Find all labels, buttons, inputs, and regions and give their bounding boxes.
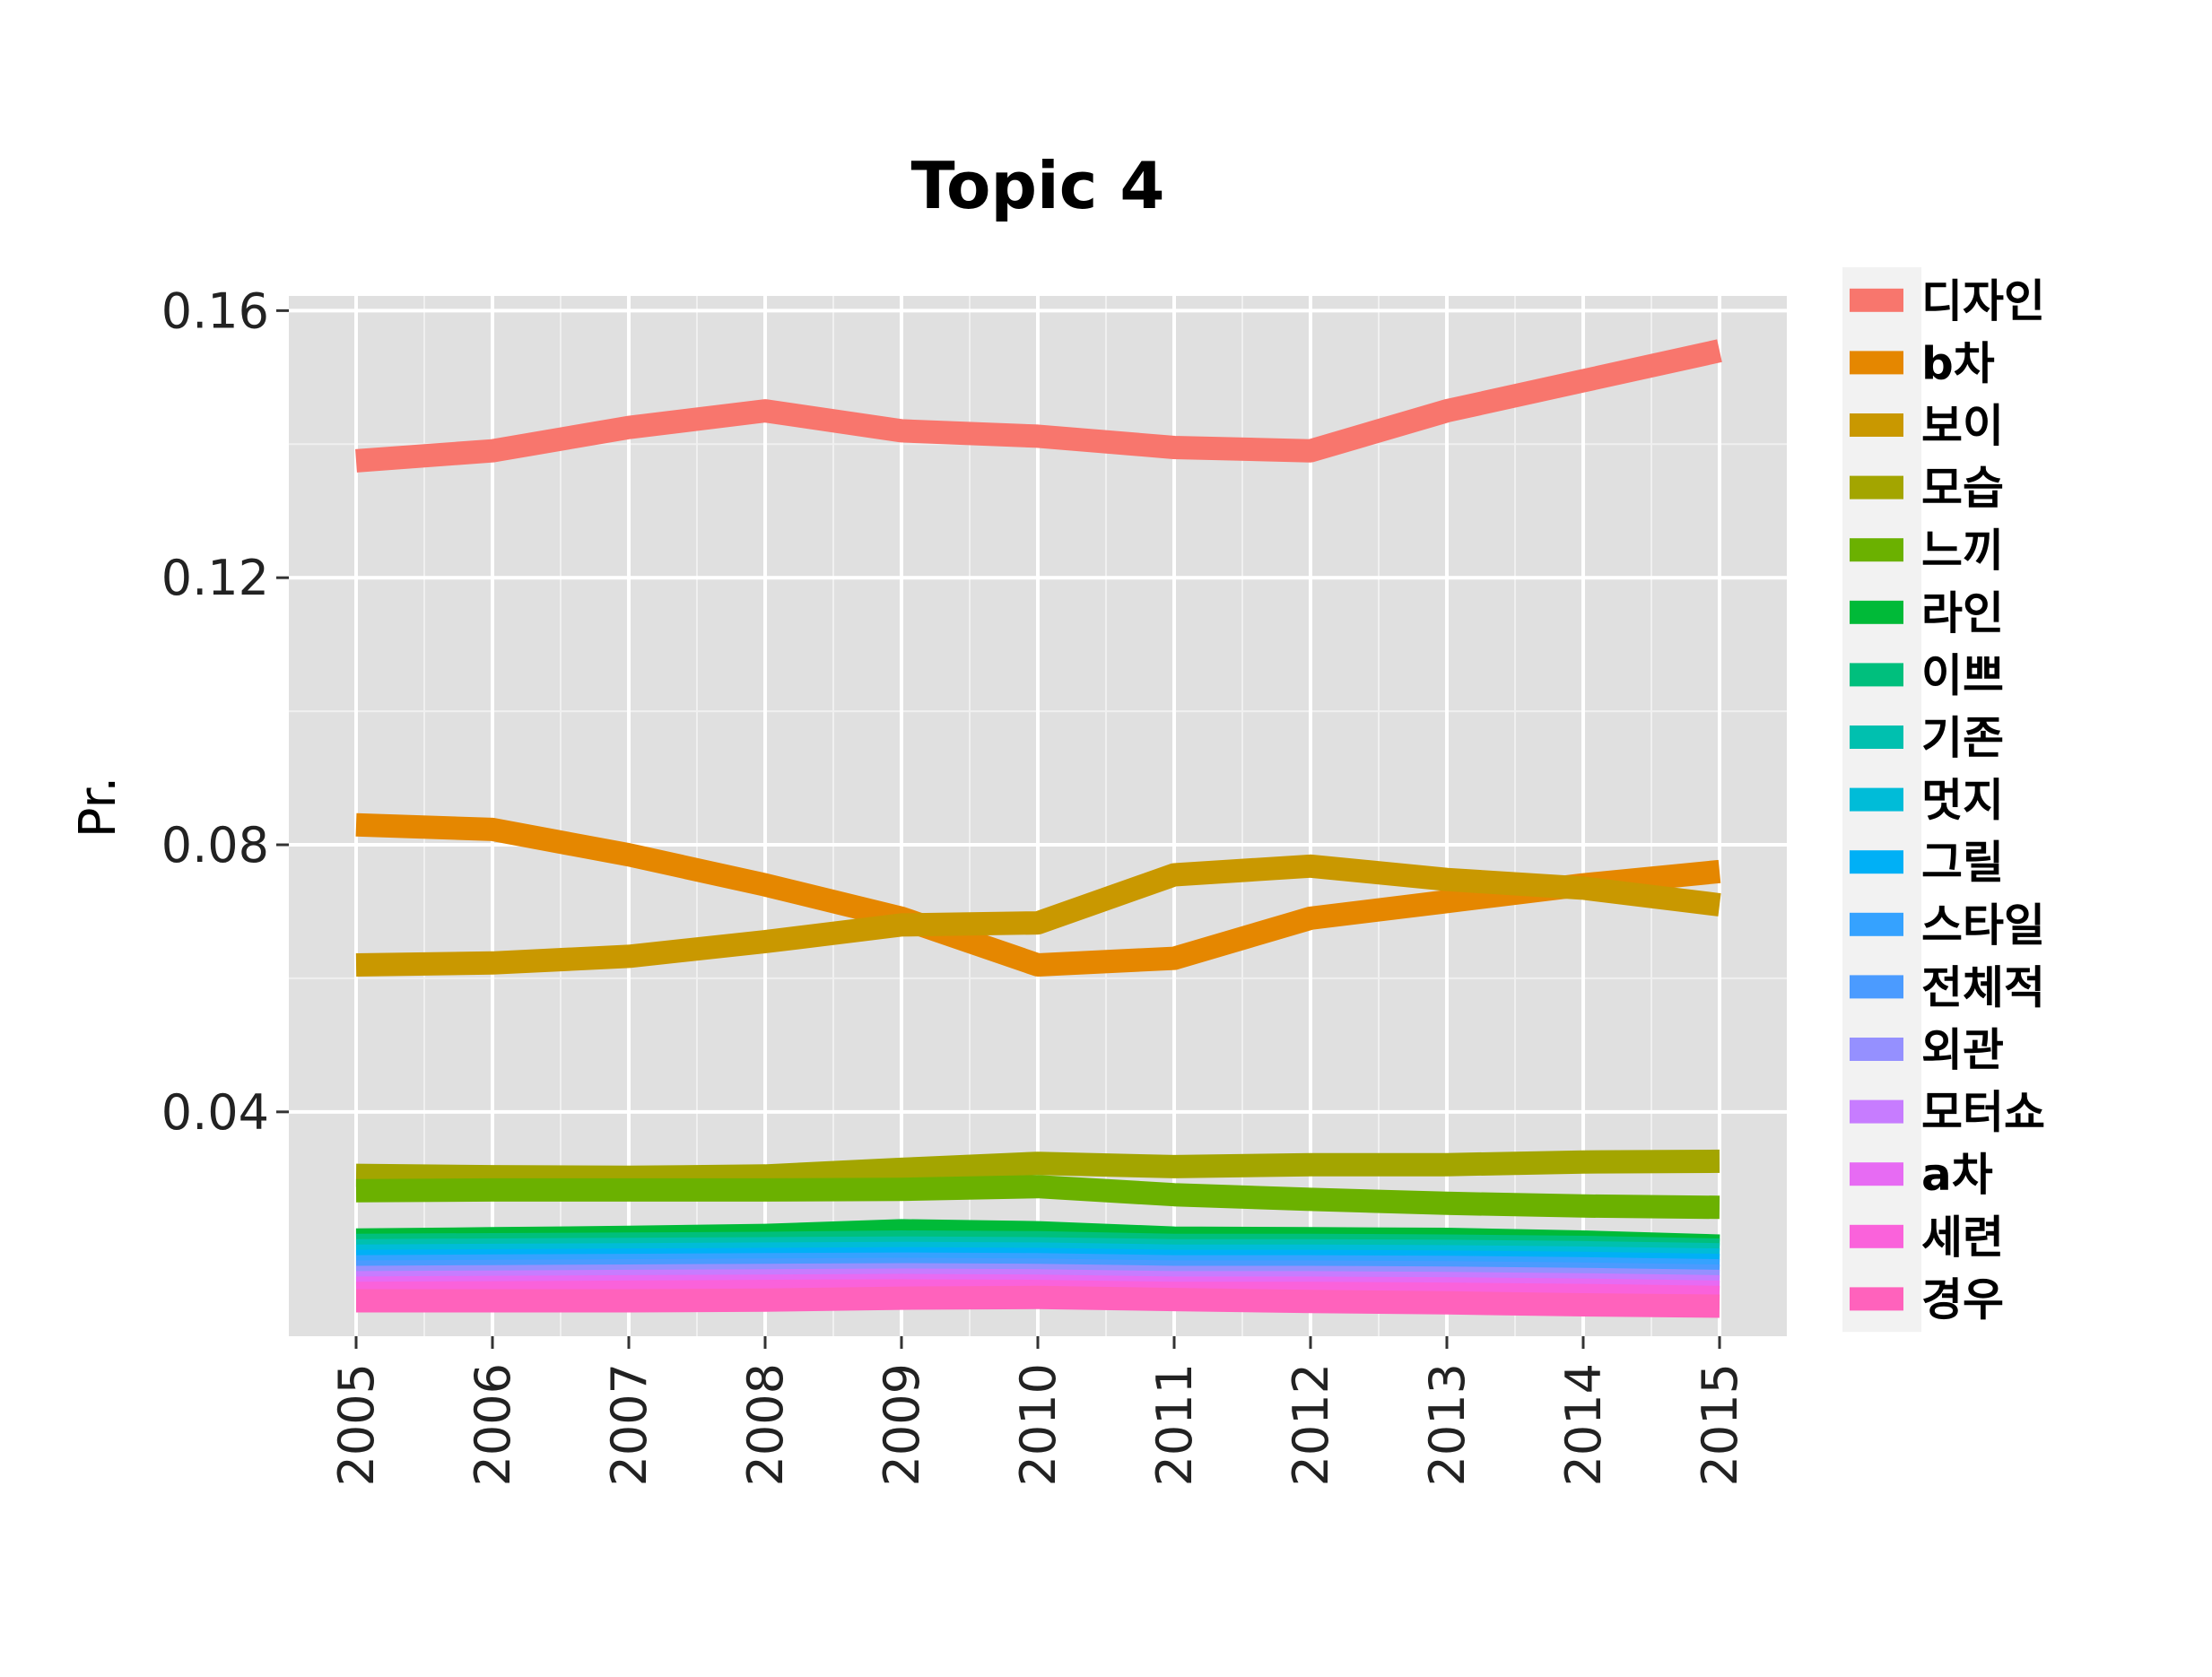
legend-swatch [1850,912,1903,936]
series-line [355,339,1722,473]
legend-swatch [1850,351,1903,375]
x-tick-label: 2008 [737,1363,794,1486]
legend-swatch [1850,850,1903,874]
y-axis-label: Pr. [69,777,127,838]
legend-swatch [1850,726,1903,749]
x-tick-label: 2015 [1692,1363,1748,1486]
legend-label: 기존 [1921,712,2004,764]
legend-swatch [1850,787,1903,812]
legend-swatch [1850,600,1903,624]
legend-label: b차 [1921,337,1995,389]
legend-label: 라인 [1921,587,2004,639]
legend-swatch [1850,475,1903,500]
chart-title: Topic 4 [910,148,1164,223]
x-tick-label: 2007 [601,1363,658,1486]
x-tick-label: 2010 [1010,1363,1067,1486]
legend-label: 그릴 [1921,837,2004,889]
x-tick-label: 2009 [874,1363,930,1486]
x-axis: 2005 2006 2007 2008 2009 2010 2011 2012 2013 2014… [328,1336,1748,1486]
legend-label: a차 [1921,1149,1993,1201]
legend-label: 모습 [1921,463,2004,515]
series-lines [355,339,1722,1318]
legend-swatch [1850,1038,1903,1061]
y-tick-label: 0.16 [161,282,269,339]
legend-swatch [1850,1287,1903,1311]
legend-label: 전체적 [1921,961,2045,1013]
legend-swatch [1850,538,1903,562]
series-line [355,854,1721,977]
legend-swatch [1850,413,1903,437]
y-axis: 0.04 0.08 0.12 0.16 [161,282,289,1141]
legend-label: 보이 [1921,400,2004,452]
legend-label: 멋지 [1921,775,2004,827]
legend-label: 디자인 [1921,275,2045,327]
legend-swatch [1850,1099,1903,1124]
legend-label: 세련 [1921,1212,2004,1264]
legend-swatch [1850,288,1903,312]
legend-swatch [1850,1224,1903,1248]
legend-label: 스타일 [1921,899,2045,951]
y-tick-label: 0.04 [161,1084,269,1141]
legend-swatch [1850,663,1903,687]
x-tick-label: 2005 [328,1363,385,1486]
legend-label: 경우 [1921,1273,2004,1325]
legend-label: 느끼 [1921,525,2004,577]
x-tick-label: 2011 [1146,1363,1203,1486]
series-line [355,1149,1720,1189]
legend-label: 이쁘 [1921,649,2004,701]
legend-label: 외관 [1921,1024,2004,1076]
series-line [355,1175,1720,1220]
x-tick-label: 2012 [1283,1363,1339,1486]
legend-label: 모터쇼 [1921,1087,2045,1139]
legend-swatch [1850,1162,1903,1186]
x-tick-label: 2014 [1555,1363,1612,1486]
x-tick-label: 2013 [1419,1363,1476,1486]
y-tick-label: 0.08 [161,817,269,873]
x-tick-label: 2006 [465,1363,521,1486]
y-tick-label: 0.12 [161,550,269,606]
series-line [355,812,1721,977]
legend-swatch [1850,975,1903,999]
series-line [356,1285,1720,1318]
